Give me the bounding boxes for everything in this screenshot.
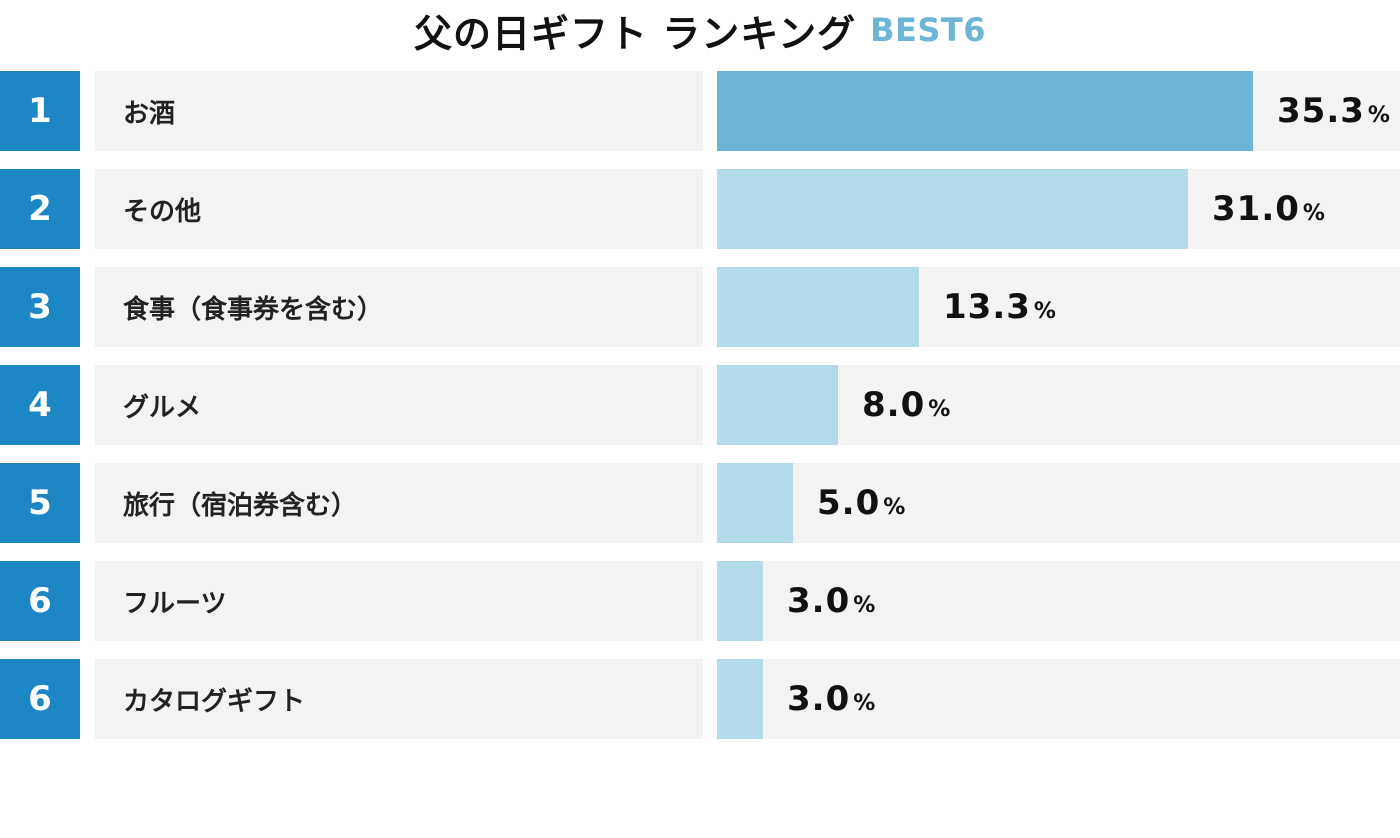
rank-badge: 5 (0, 463, 80, 543)
ranking-row: 3 食事（食事券を含む） 13.3% (0, 267, 1400, 347)
chart-title: 父の日ギフト ランキング BEST6 (0, 0, 1400, 60)
value-number: 3.0 (787, 679, 851, 719)
category-label-cell: その他 (95, 169, 703, 249)
value-label: 3.0% (787, 561, 875, 641)
bar (717, 659, 763, 739)
rank-badge: 1 (0, 71, 80, 151)
value-unit: % (853, 592, 876, 618)
value-label: 13.3% (943, 267, 1056, 347)
bar (717, 71, 1253, 151)
bar (717, 365, 838, 445)
ranking-row: 1 お酒 35.3% (0, 71, 1400, 151)
value-number: 3.0 (787, 581, 851, 621)
value-label: 3.0% (787, 659, 875, 739)
category-label-cell: 食事（食事券を含む） (95, 267, 703, 347)
value-unit: % (883, 494, 906, 520)
value-unit: % (853, 690, 876, 716)
value-unit: % (1302, 200, 1325, 226)
ranking-row: 6 フルーツ 3.0% (0, 561, 1400, 641)
ranking-row: 2 その他 31.0% (0, 169, 1400, 249)
value-unit: % (928, 396, 951, 422)
rank-badge: 6 (0, 659, 80, 739)
value-number: 13.3 (943, 287, 1031, 327)
rank-badge: 2 (0, 169, 80, 249)
bar-track: 35.3% (717, 71, 1400, 151)
value-label: 31.0% (1212, 169, 1325, 249)
bar (717, 267, 919, 347)
category-label-cell: フルーツ (95, 561, 703, 641)
bar (717, 169, 1188, 249)
chart-title-main: 父の日ギフト ランキング (414, 11, 857, 56)
bar (717, 561, 763, 641)
bar-track: 3.0% (717, 561, 1400, 641)
value-number: 5.0 (817, 483, 881, 523)
category-label: フルーツ (123, 588, 227, 619)
ranking-row: 5 旅行（宿泊券含む） 5.0% (0, 463, 1400, 543)
bar-track: 13.3% (717, 267, 1400, 347)
ranking-row: 6 カタログギフト 3.0% (0, 659, 1400, 739)
value-number: 35.3 (1277, 91, 1365, 131)
category-label: 旅行（宿泊券含む） (123, 490, 358, 521)
chart-title-best6: BEST6 (870, 11, 986, 49)
category-label-cell: グルメ (95, 365, 703, 445)
category-label: グルメ (123, 392, 202, 423)
category-label: お酒 (123, 98, 176, 129)
rank-badge: 6 (0, 561, 80, 641)
rank-badge: 4 (0, 365, 80, 445)
bar-track: 5.0% (717, 463, 1400, 543)
bar (717, 463, 793, 543)
rank-badge: 3 (0, 267, 80, 347)
value-label: 8.0% (862, 365, 950, 445)
bar-track: 8.0% (717, 365, 1400, 445)
value-label: 5.0% (817, 463, 905, 543)
value-unit: % (1367, 102, 1390, 128)
category-label: カタログギフト (123, 686, 306, 717)
category-label-cell: カタログギフト (95, 659, 703, 739)
value-number: 8.0 (862, 385, 926, 425)
category-label: その他 (123, 196, 202, 227)
value-label: 35.3% (1277, 71, 1390, 151)
category-label: 食事（食事券を含む） (123, 294, 384, 325)
bar-track: 3.0% (717, 659, 1400, 739)
value-number: 31.0 (1212, 189, 1300, 229)
ranking-row: 4 グルメ 8.0% (0, 365, 1400, 445)
category-label-cell: 旅行（宿泊券含む） (95, 463, 703, 543)
bar-track: 31.0% (717, 169, 1400, 249)
category-label-cell: お酒 (95, 71, 703, 151)
value-unit: % (1033, 298, 1056, 324)
